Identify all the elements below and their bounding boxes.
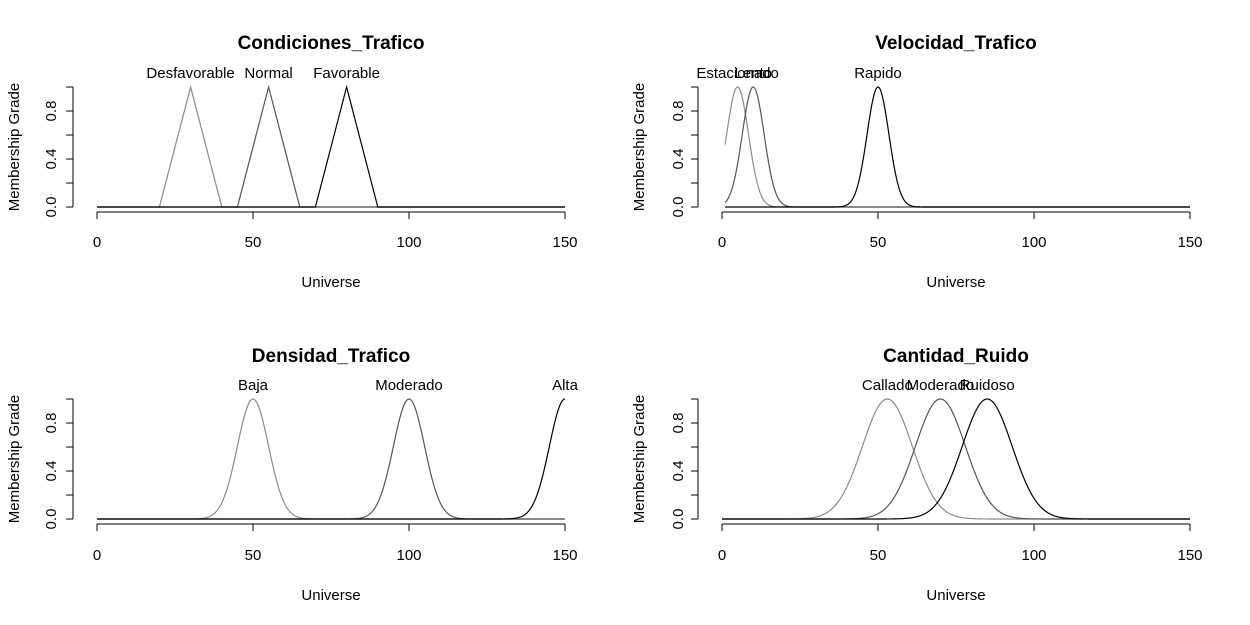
series-label-favorable: Favorable	[313, 65, 380, 82]
y-tick-label: 0.4	[670, 149, 687, 170]
series-line-favorable	[97, 84, 565, 208]
series-label-estacionado: Estacionado	[696, 65, 779, 82]
series-label-ruidoso: Ruidoso	[960, 377, 1015, 394]
x-tick-label: 100	[1021, 234, 1046, 251]
series-line-estacionado	[724, 86, 1190, 208]
series-label-baja: Baja	[238, 377, 269, 394]
y-axis-label: Membership Grade	[631, 395, 648, 523]
x-tick-label: 150	[1177, 234, 1202, 251]
y-tick-label: 0.8	[670, 413, 687, 434]
series-label-moderado: Moderado	[907, 377, 975, 394]
x-axis-label: Universe	[301, 274, 360, 291]
series-line-callado	[722, 398, 1190, 520]
y-axis-label: Membership Grade	[6, 395, 23, 523]
y-tick-label: 0.8	[43, 101, 60, 122]
series-label-lento: Lento	[734, 65, 772, 82]
x-tick-label: 50	[245, 234, 262, 251]
series-line-ruidoso	[722, 398, 1190, 520]
x-axis-label: Universe	[926, 274, 985, 291]
y-tick-label: 0.0	[43, 197, 60, 218]
y-axis-label: Membership Grade	[631, 83, 648, 211]
x-tick-label: 0	[93, 547, 101, 564]
y-axis-label: Membership Grade	[6, 83, 23, 211]
chart-title: Velocidad_Trafico	[875, 33, 1037, 54]
y-tick-label: 0.0	[670, 509, 687, 530]
series-line-moderado	[722, 398, 1190, 520]
x-tick-label: 0	[718, 547, 726, 564]
x-tick-label: 150	[552, 234, 577, 251]
x-tick-label: 50	[245, 547, 262, 564]
chart-panel-2: Velocidad_Trafico 0 50 100 150 Universe 0.0 0.4…	[631, 33, 1203, 291]
x-tick-label: 100	[396, 547, 421, 564]
y-tick-label: 0.4	[43, 461, 60, 482]
x-tick-label: 100	[1021, 547, 1046, 564]
x-axis-label: Universe	[926, 587, 985, 604]
x-axis-label: Universe	[301, 587, 360, 604]
series-label-rapido: Rapido	[854, 65, 902, 82]
series-line-moderado	[97, 398, 565, 520]
x-tick-label: 0	[93, 234, 101, 251]
chart-title: Densidad_Trafico	[252, 346, 410, 367]
series-label-callado: Callado	[862, 377, 913, 394]
x-tick-label: 50	[870, 547, 887, 564]
chart-panel-4: Cantidad_Ruido 0 50 100 150 Universe 0.0 0.4 0.8…	[631, 346, 1203, 604]
x-tick-label: 0	[718, 234, 726, 251]
x-tick-label: 100	[396, 234, 421, 251]
series-line-alta	[97, 398, 566, 520]
y-tick-label: 0.8	[670, 101, 687, 122]
x-tick-label: 150	[552, 547, 577, 564]
chart-panel-1: Condiciones_Trafico 0 50 100 150 Universe 0.0 0…	[6, 33, 578, 291]
chart-title: Cantidad_Ruido	[883, 346, 1029, 367]
series-label-alta: Alta	[552, 377, 579, 394]
y-tick-label: 0.4	[43, 149, 60, 170]
y-tick-label: 0.0	[43, 509, 60, 530]
chart-title: Condiciones_Trafico	[238, 33, 425, 54]
series-label-normal: Normal	[244, 65, 292, 82]
y-tick-label: 0.4	[670, 461, 687, 482]
series-line-lento	[724, 86, 1190, 208]
chart-panel-3: Densidad_Trafico 0 50 100 150 Universe 0.0 0.4 0…	[6, 346, 579, 604]
y-tick-label: 0.0	[670, 197, 687, 218]
series-label-desfavorable: Desfavorable	[146, 65, 234, 82]
y-tick-label: 0.8	[43, 413, 60, 434]
series-line-rapido	[725, 86, 1190, 208]
x-tick-label: 150	[1177, 547, 1202, 564]
series-line-baja	[97, 398, 565, 520]
x-tick-label: 50	[870, 234, 887, 251]
series-label-moderado: Moderado	[375, 377, 443, 394]
